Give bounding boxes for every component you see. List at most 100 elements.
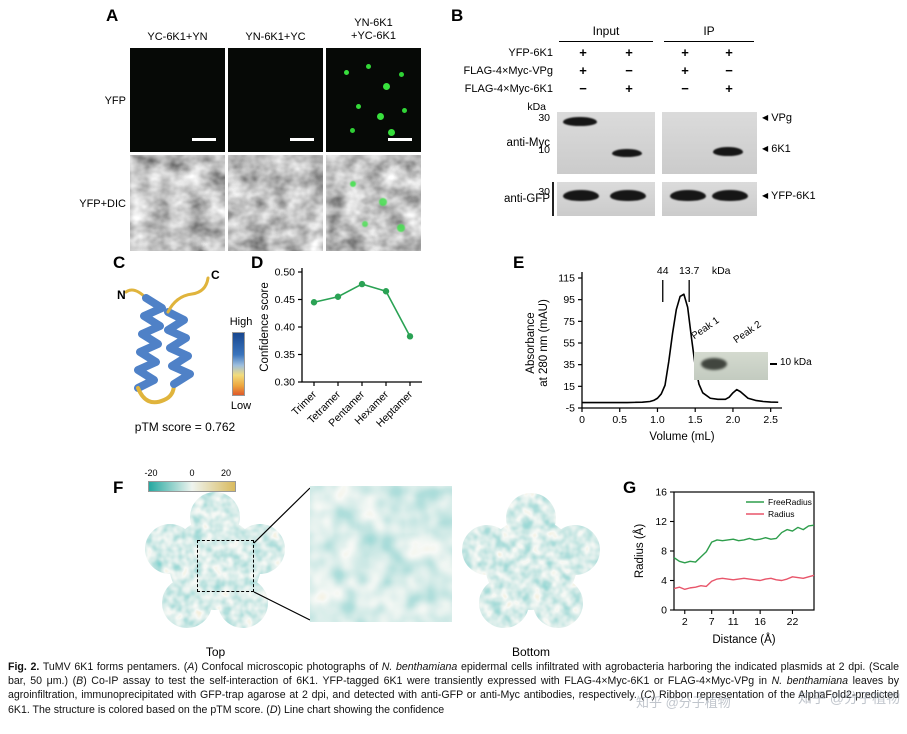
svg-text:15: 15 xyxy=(563,381,575,393)
svg-text:95: 95 xyxy=(563,294,575,306)
svg-text:Absorbance: Absorbance xyxy=(525,312,537,373)
svg-text:13.7: 13.7 xyxy=(679,265,700,277)
construct-yfp-6k1: YFP-6K1 xyxy=(508,47,553,59)
panel-a-label: A xyxy=(106,6,119,25)
scale-bar xyxy=(290,138,314,141)
svg-text:7: 7 xyxy=(709,616,715,628)
scale-bar xyxy=(388,138,412,141)
svg-text:1.5: 1.5 xyxy=(688,414,703,426)
figure-caption: Fig. 2. TuMV 6K1 forms pentamers. (A) Co… xyxy=(8,661,900,716)
mw-marker-30: 30 xyxy=(538,112,550,124)
band-6k1-input xyxy=(612,149,642,157)
svg-text:Radius (Å): Radius (Å) xyxy=(633,524,646,578)
svg-text:FreeRadius: FreeRadius xyxy=(768,497,812,507)
svg-text:22: 22 xyxy=(787,616,799,628)
svg-text:0.40: 0.40 xyxy=(275,322,296,334)
svg-text:11: 11 xyxy=(728,616,739,628)
chromatogram-chart: -5 15 35 55 75 95 115 0 0.5 1.0 1.5 2.0 2.5 44 13.7 kDa… xyxy=(525,265,782,443)
watermark: 知乎 @分子植物 xyxy=(636,695,731,710)
panel-a-col-header-1: YC-6K1+YN xyxy=(147,31,208,43)
svg-text:0: 0 xyxy=(661,605,667,617)
svg-text:2: 2 xyxy=(682,616,688,628)
sign: + xyxy=(625,81,633,96)
svg-text:Radius: Radius xyxy=(768,509,794,519)
panel-a-row-label-yfp: YFP xyxy=(104,95,126,107)
structure-zoom-inset xyxy=(310,486,452,622)
left-arrow-icon: ◀ xyxy=(762,144,769,153)
yfp-puncta-overlay xyxy=(350,181,356,187)
svg-text:115: 115 xyxy=(558,273,575,285)
panel-b-label: B xyxy=(451,6,464,25)
band-yfp6k1 xyxy=(712,190,748,201)
panel-f-label: F xyxy=(113,478,124,497)
construct-flag-myc-6k1: FLAG-4×Myc-6K1 xyxy=(464,83,553,95)
f-scale-tick-20: 20 xyxy=(220,468,231,478)
svg-text:2.5: 2.5 xyxy=(763,414,778,426)
svg-text:4: 4 xyxy=(661,575,667,587)
band-label-yfp-6k1: ◀ YFP-6K1 xyxy=(762,190,816,202)
sign: − xyxy=(725,63,733,78)
blot-divider-line xyxy=(552,182,554,216)
sign: + xyxy=(579,63,587,78)
svg-text:Confidence score: Confidence score xyxy=(259,282,271,372)
panel-c-label: C xyxy=(113,253,126,272)
mw-marker-10: 10 xyxy=(538,144,550,156)
f-scale-tick-0: 0 xyxy=(189,468,195,478)
panel-a-col-header-3: YN-6K1 +YC-6K1 xyxy=(351,17,396,42)
structure-top-view xyxy=(145,492,285,628)
svg-text:-5: -5 xyxy=(566,403,575,415)
band-yfp6k1 xyxy=(670,190,706,201)
sign: + xyxy=(625,45,633,60)
band-label-vpg: ◀ VPg xyxy=(762,112,793,124)
svg-text:0.5: 0.5 xyxy=(612,414,627,426)
c-terminus-label: C xyxy=(211,268,220,282)
svg-text:55: 55 xyxy=(563,338,575,350)
construct-flag-myc-vpg: FLAG-4×Myc-VPg xyxy=(463,65,553,77)
inset-gel xyxy=(694,352,768,380)
antibody-anti-gfp: anti-GFP xyxy=(503,193,550,205)
micrograph-dic-3 xyxy=(326,155,421,251)
band-yfp6k1 xyxy=(563,190,599,201)
blot-anti-myc-ip xyxy=(662,112,757,174)
svg-text:0.35: 0.35 xyxy=(275,349,296,361)
left-arrow-icon: ◀ xyxy=(762,113,769,122)
panel-g-label: G xyxy=(623,478,637,497)
group-header-input: Input xyxy=(559,24,653,42)
sign: + xyxy=(725,81,733,96)
sign: − xyxy=(579,81,587,96)
svg-text:2.0: 2.0 xyxy=(726,414,741,426)
scale-high-label: High xyxy=(229,316,253,328)
svg-text:Volume (mL): Volume (mL) xyxy=(649,431,714,443)
n-terminus-label: N xyxy=(117,288,126,302)
micrograph-yfp-3 xyxy=(326,48,421,152)
band-yfp6k1 xyxy=(610,190,646,201)
mw-marker-30-gfp: 30 xyxy=(538,186,550,198)
band-vpg-input xyxy=(563,117,597,126)
band-6k1-ip xyxy=(713,147,743,156)
ptm-color-scale xyxy=(232,332,245,396)
watermark: 知乎 @分子植物 xyxy=(798,690,901,706)
group-header-ip: IP xyxy=(664,24,754,42)
ptm-score: pTM score = 0.762 xyxy=(134,420,236,434)
svg-text:at 280 nm (mAU): at 280 nm (mAU) xyxy=(538,299,550,387)
zoom-connector-lines xyxy=(253,487,311,621)
band-label-6k1: ◀ 6K1 xyxy=(762,143,791,155)
micrograph-dic-1 xyxy=(130,155,225,251)
micrograph-yfp-2 xyxy=(228,48,323,152)
blot-anti-myc-input xyxy=(557,112,655,174)
scale-low-label: Low xyxy=(230,400,252,412)
inset-gel-band xyxy=(701,358,727,370)
svg-text:44: 44 xyxy=(657,265,669,277)
panel-a-col-header-2: YN-6K1+YC xyxy=(245,31,306,43)
svg-text:35: 35 xyxy=(563,359,575,371)
panel-d-label: D xyxy=(251,253,264,272)
panel-e-label: E xyxy=(513,253,525,272)
sign: − xyxy=(681,81,689,96)
electrostatic-color-scale xyxy=(148,481,236,492)
gel-band-tick xyxy=(770,363,777,365)
panel-a-row-label-yfp-dic: YFP+DIC xyxy=(79,198,126,210)
structure-bottom-view xyxy=(462,493,600,628)
blot-anti-gfp-input xyxy=(557,182,655,216)
f-scale-tick-neg20: -20 xyxy=(144,468,158,478)
